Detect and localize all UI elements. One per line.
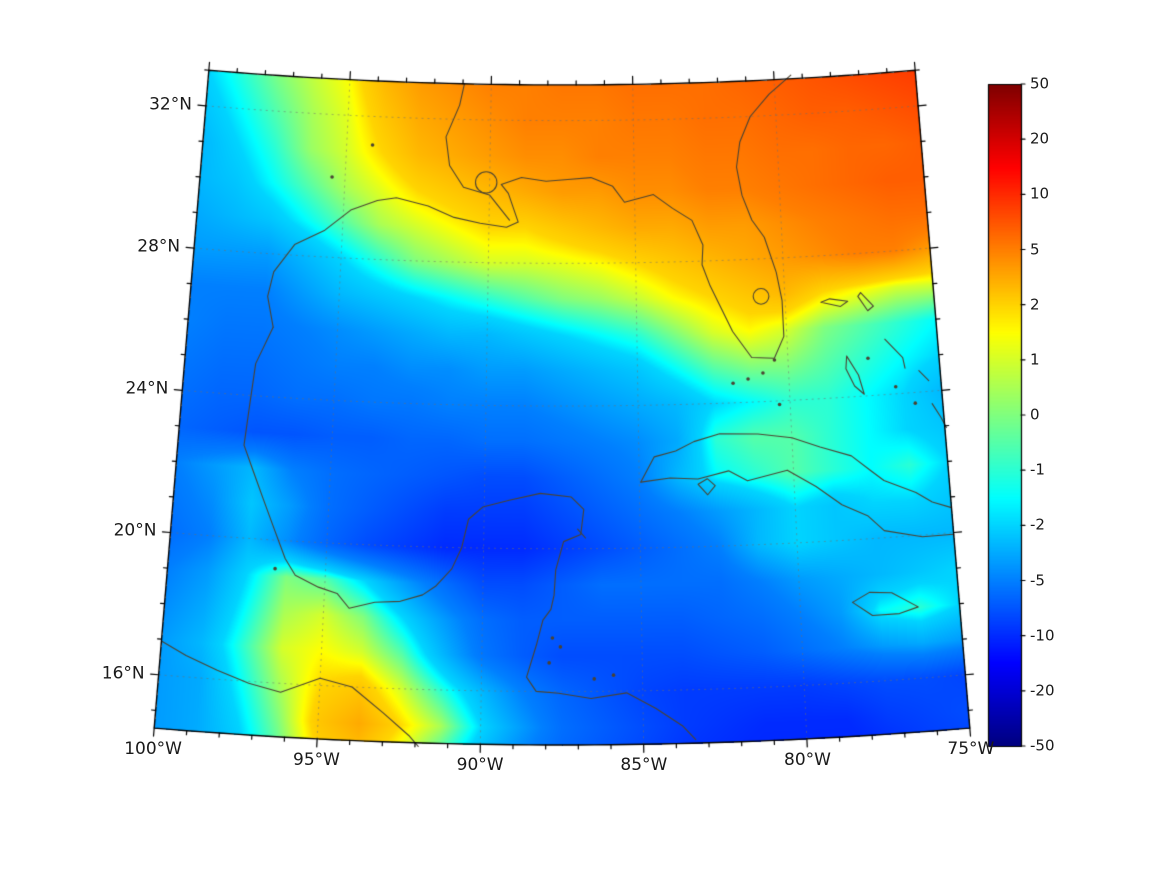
lat-tick-label-32n: 32°N	[149, 94, 192, 115]
colorbar-tick-label--10: -10	[1030, 626, 1055, 645]
colorbar-tick-label--20: -20	[1030, 681, 1055, 700]
lat-tick-label-16n: 16°N	[101, 663, 145, 684]
lon-tick-label-85w: 85°W	[620, 755, 668, 776]
colorbar-tick-label--2: -2	[1030, 515, 1045, 534]
lon-tick-label-95w: 95°W	[293, 749, 340, 770]
colorbar-tick-label--5: -5	[1030, 571, 1045, 589]
colorbar-tick-label-10: 10	[1030, 184, 1050, 203]
lon-tick-label-100w: 100°W	[124, 739, 182, 760]
lat-tick-label-24n: 24°N	[125, 378, 169, 399]
lat-tick-label-20n: 20°N	[113, 520, 157, 541]
colorbar-tick-label-50: 50	[1030, 74, 1050, 93]
colorbar-tick-label--1: -1	[1030, 460, 1045, 479]
colorbar-tick-label-1: 1	[1030, 350, 1040, 369]
lon-tick-label-80w: 80°W	[784, 749, 831, 770]
colorbar-tick-label--50: -50	[1030, 736, 1055, 755]
colorbar-tick-label-0: 0	[1030, 405, 1040, 424]
colorbar-tick-label-20: 20	[1030, 129, 1050, 148]
lon-tick-label-90w: 90°W	[456, 755, 504, 776]
lat-tick-label-28n: 28°N	[137, 236, 181, 257]
colorbar-tick-label-2: 2	[1030, 295, 1040, 314]
lon-tick-label-75w: 75°W	[947, 739, 995, 760]
colorbar-tick-label-5: 5	[1030, 240, 1040, 258]
